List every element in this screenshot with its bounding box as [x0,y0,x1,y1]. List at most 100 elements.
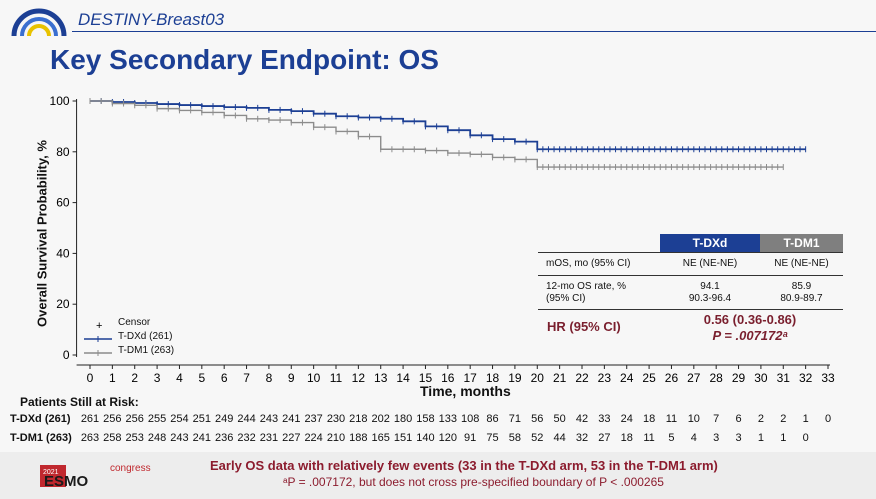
x-tick-label: 3 [154,371,161,385]
y-tick-label: 80 [56,145,70,159]
risk-cell: 1 [780,432,787,444]
risk-cell: 108 [460,413,480,425]
hr-value: 0.56 (0.36-0.86) [703,312,797,327]
risk-cell: 18 [642,413,656,425]
risk-cell: 251 [192,413,211,425]
x-tick-label: 27 [687,371,701,385]
row-mos-tdm1: NE (NE-NE) [774,258,829,269]
risk-cell: 4 [690,432,697,444]
risk-cell: 56 [531,413,544,425]
footnote-main: Early OS data with relatively few events… [210,458,718,473]
risk-cell: 58 [508,432,522,444]
risk-cell: 133 [438,413,457,425]
row-mos-label: mOS, mo (95% CI) [546,258,631,269]
risk-cell: 254 [170,413,189,425]
risk-cell: 140 [416,432,435,444]
footer-bar [0,452,876,499]
x-tick-label: 19 [508,371,522,385]
risk-cell: 248 [147,432,167,444]
x-tick-label: 2 [131,371,138,385]
risk-cell: 120 [438,432,457,444]
risk-cell: 71 [508,413,522,425]
x-tick-label: 30 [754,371,768,385]
risk-cell: 33 [598,413,611,425]
row-rate-label-b: (95% CI) [546,293,586,304]
esmo-brand: ESMO [44,473,89,490]
page-title: Key Secondary Endpoint: OS [50,44,439,75]
x-tick-label: 15 [419,371,433,385]
y-tick-label: 20 [56,297,70,311]
x-tick-label: 9 [288,371,295,385]
risk-cell: 50 [553,413,566,425]
footnote-p: ᵃP = .007172, but does not cross pre-spe… [283,475,664,489]
risk-cell: 6 [735,413,742,425]
risk-cell: 256 [103,413,122,425]
risk-cell: 202 [371,413,390,425]
risk-cell: 218 [349,413,368,425]
p-value: P = .007172ᵃ [712,328,788,343]
risk-cell: 253 [125,432,144,444]
x-tick-label: 25 [642,371,656,385]
risk-cell: 255 [147,413,167,425]
chart-legend: + [84,320,112,356]
risk-cell: 241 [192,432,211,444]
risk-cell: 1 [757,432,764,444]
risk-cell: 11 [665,413,678,425]
x-tick-label: 21 [553,371,567,385]
header-divider [72,31,876,32]
x-tick-label: 0 [87,371,94,385]
risk-cell: 244 [237,413,256,425]
y-axis-label: Overall Survival Probability, % [34,140,50,327]
risk-cell: 261 [80,413,100,425]
risk-cell: 3 [735,432,742,444]
row-rate-label-a: 12-mo OS rate, % [546,281,627,292]
x-tick-label: 8 [266,371,273,385]
risk-cell: 91 [464,432,477,444]
risk-cell: 180 [393,413,413,425]
chart-series [89,98,807,171]
hr-label: HR (95% CI) [547,319,621,334]
table-header-tdxd: T-DXd [660,234,760,252]
risk-cell: 18 [620,432,633,444]
series-line [90,100,784,168]
risk-cell: 3 [713,432,720,444]
risk-cell: 0 [802,432,809,444]
y-tick-label: 60 [56,196,70,210]
x-tick-label: 28 [710,371,724,385]
study-name: DESTINY-Breast03 [78,10,225,29]
risk-cell: 1 [802,413,809,425]
risk-cell: 2 [757,413,764,425]
risk-cell: 236 [214,432,234,444]
risk-cell: 158 [416,413,435,425]
row-mos-tdxd: NE (NE-NE) [682,258,738,269]
risk-cell: 258 [103,432,122,444]
risk-cell: 227 [282,432,301,444]
risk-cell: 263 [80,432,100,444]
risk-cell: 5 [668,432,675,444]
row-rate-tdm1-a: 85.9 [791,281,812,292]
row-rate-tdxd-b: 90.3-96.4 [688,293,732,304]
x-tick-label: 4 [176,371,183,385]
risk-cell: 243 [170,432,189,444]
risk-label-tdm1: T-DM1 (263) [10,432,72,444]
risk-cell: 44 [553,432,566,444]
risk-label-tdxd: T-DXd (261) [10,413,71,425]
esmo-year: 2021 [43,469,59,476]
destiny-logo-icon [11,8,67,37]
x-tick-label: 26 [665,371,679,385]
x-axis-label: Time, months [420,383,511,399]
x-tick-label: 10 [307,371,321,385]
x-tick-label: 22 [575,371,589,385]
risk-cell: 231 [259,432,279,444]
risk-cell: 52 [531,432,544,444]
risk-cell: 249 [214,413,234,425]
legend-tdxd: T-DXd (261) [118,331,173,342]
risk-cell: 256 [125,413,144,425]
x-tick-label: 16 [441,371,455,385]
risk-cell: 10 [687,413,700,425]
x-tick-label: 23 [598,371,612,385]
x-tick-label: 6 [221,371,228,385]
risk-cell: 2 [780,413,787,425]
x-tick-label: 17 [464,371,478,385]
x-tick-label: 18 [486,371,500,385]
